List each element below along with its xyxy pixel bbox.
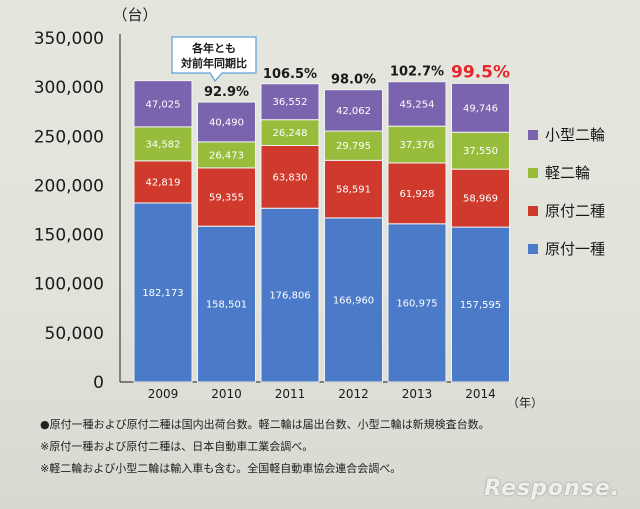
data-label: 158,501: [206, 300, 247, 311]
y-tick-label: 150,000: [34, 226, 104, 246]
yoy-label: 102.7%: [390, 65, 444, 80]
y-tick-label: 300,000: [34, 78, 104, 98]
legend-label: 軽二輪: [545, 164, 590, 182]
bar-segment: [324, 89, 383, 132]
bar-segment: [451, 82, 510, 133]
footnote-2: ※原付一種および原付二種は、日本自動車工業会調べ。: [40, 440, 314, 453]
callout-box: [171, 36, 257, 83]
legend-label: 原付二種: [545, 202, 605, 220]
legend-swatch: [528, 206, 538, 216]
data-label: 59,355: [209, 193, 244, 204]
yoy-label: 92.9%: [204, 85, 249, 100]
yoy-label: 106.5%: [263, 67, 317, 82]
y-unit-label: （台）: [112, 6, 157, 24]
y-tick-label: 250,000: [34, 127, 104, 147]
bar-segment: [133, 80, 193, 128]
bar-segment: [324, 130, 383, 161]
bar-segment: [387, 223, 447, 383]
bar-segment: [197, 225, 256, 383]
footnotes: ●原付一種および原付二種は国内出荷台数。軽二輪は届出台数、小型二輪は新規検査台数…: [40, 414, 630, 480]
bar-segment: [260, 207, 320, 383]
x-tick-label: 2011: [275, 387, 306, 401]
bar-segment: [133, 202, 193, 383]
x-tick-label: 2013: [402, 387, 433, 401]
data-label: 176,806: [269, 291, 310, 302]
y-tick-label: 50,000: [45, 324, 104, 344]
data-label: 40,490: [209, 117, 244, 128]
bar-segment: [197, 141, 256, 169]
data-label: 47,025: [146, 99, 181, 110]
data-label: 36,552: [273, 97, 308, 108]
bar-segment: [387, 125, 447, 164]
data-label: 49,746: [463, 103, 498, 114]
data-label: 160,975: [396, 298, 437, 309]
x-tick-label: 2010: [211, 387, 242, 401]
legend-swatch: [528, 244, 538, 254]
y-tick-label: 200,000: [34, 176, 104, 196]
data-label: 166,960: [333, 295, 374, 306]
data-label: 157,595: [460, 300, 501, 311]
bar-segment: [197, 167, 256, 227]
data-label: 63,830: [273, 172, 308, 183]
y-tick-label: 350,000: [34, 29, 104, 49]
footnote-1: ●原付一種および原付二種は国内出荷台数。軽二輪は届出台数、小型二輪は新規検査台数…: [40, 418, 490, 431]
data-label: 61,928: [400, 189, 435, 200]
data-label: 34,582: [146, 139, 181, 150]
y-tick-label: 0: [93, 373, 104, 393]
bar-segment: [260, 144, 320, 209]
bar-segment: [324, 159, 383, 219]
bar-segment: [387, 81, 447, 127]
legend-label: 原付一種: [545, 240, 605, 258]
bar-segment: [260, 83, 320, 121]
bar-segment: [197, 101, 256, 143]
bar-segment: [451, 226, 510, 383]
data-label: 58,969: [463, 194, 498, 205]
response-watermark-logo: Response.: [484, 476, 620, 501]
legend-label: 小型二輪: [545, 126, 605, 144]
data-label: 42,819: [146, 177, 181, 188]
yoy-label: 99.5%: [451, 62, 510, 82]
legend-swatch: [528, 130, 538, 140]
data-label: 37,376: [400, 140, 435, 151]
bar-segment: [451, 131, 510, 170]
data-label: 26,473: [209, 150, 244, 161]
data-label: 29,795: [336, 141, 371, 152]
x-tick-label: 2009: [148, 387, 179, 401]
callout-text: 対前年同期比: [180, 56, 247, 70]
yoy-label: 98.0%: [331, 73, 376, 88]
y-tick-label: 100,000: [34, 275, 104, 295]
x-tick-label: 2014: [465, 387, 496, 401]
legend-swatch: [528, 168, 538, 178]
data-label: 45,254: [400, 99, 435, 110]
footnote-3: ※軽二輪および小型二輪は輸入車も含む。全国軽自動車協会連合会調べ。: [40, 462, 402, 475]
bar-segment: [133, 160, 193, 204]
bar-segment: [387, 162, 447, 225]
callout-text: 各年とも: [191, 41, 236, 55]
data-label: 42,062: [336, 106, 371, 117]
data-label: 182,173: [142, 288, 183, 299]
data-label: 37,550: [463, 146, 498, 157]
x-unit-label: （年）: [507, 396, 543, 410]
data-label: 26,248: [273, 128, 308, 139]
data-label: 58,591: [336, 185, 371, 196]
x-tick-label: 2012: [338, 387, 369, 401]
bar-segment: [324, 217, 383, 383]
